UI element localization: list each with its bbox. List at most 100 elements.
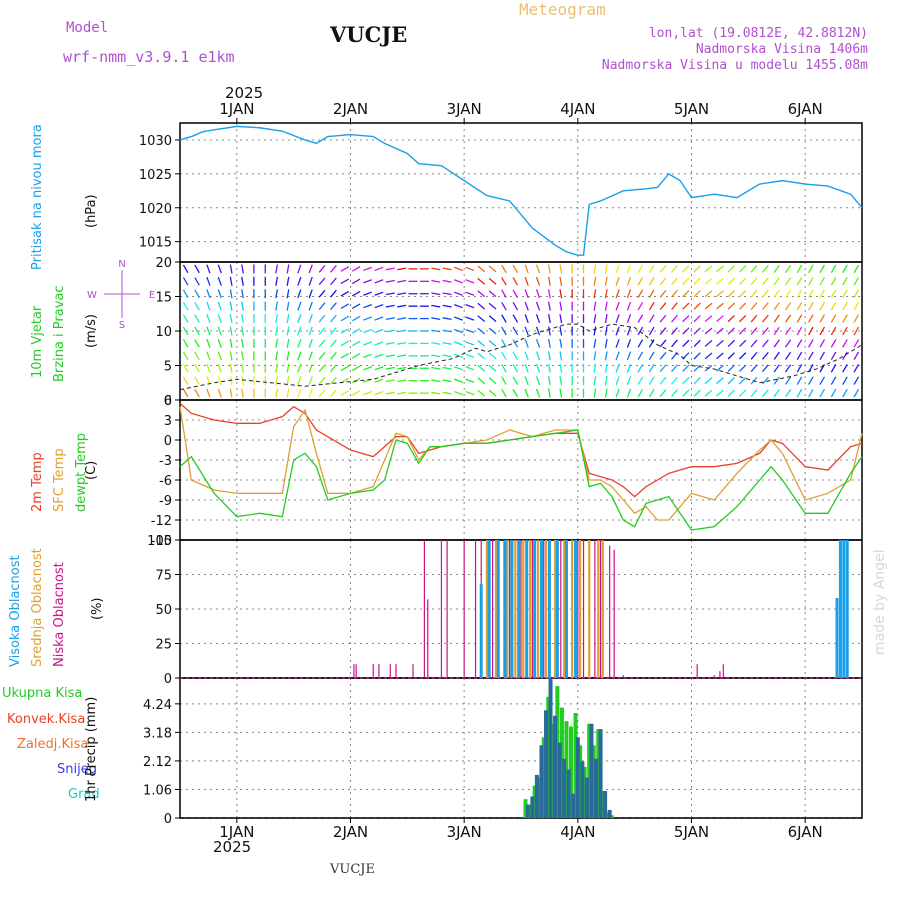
wind-barb: [704, 327, 713, 335]
wind-barb: [397, 304, 407, 308]
wind-barb: [659, 277, 667, 286]
wind-barb: [796, 364, 803, 373]
x-tick-label-top: 6JAN: [788, 100, 823, 118]
wind-barb: [773, 364, 780, 373]
wind-barb: [704, 352, 713, 360]
wind-barb: [559, 314, 563, 324]
wind-barb: [593, 326, 597, 336]
wind-barb: [750, 339, 758, 348]
wind-barb: [442, 391, 452, 395]
wind-barb: [512, 388, 519, 398]
wind-barb: [819, 289, 826, 298]
wind-barb: [637, 326, 644, 336]
wind-barb: [853, 264, 860, 274]
wind-barb: [374, 378, 384, 383]
wind-barb: [182, 277, 189, 286]
x-tick-label-top: 2JAN: [333, 100, 368, 118]
cloud-bar: [722, 664, 724, 678]
temperature-line: [179, 406, 863, 521]
wind-barb: [206, 338, 211, 348]
wind-barb: [750, 265, 758, 273]
wind-barb: [604, 289, 608, 299]
wind-barb: [524, 326, 529, 336]
wind-barb: [761, 376, 769, 385]
wind-barb: [308, 376, 313, 386]
wind-barb: [286, 326, 290, 336]
wind-barb: [363, 341, 373, 346]
precip-bar: [544, 710, 549, 818]
wind-barb: [626, 301, 632, 311]
wind-barb: [217, 351, 222, 361]
wind-barb: [853, 364, 860, 373]
wind-barb: [206, 289, 211, 299]
cloud-bar: [353, 664, 355, 678]
precip-bar: [546, 696, 551, 818]
precip-bar: [523, 799, 528, 818]
cloud-bar: [355, 664, 357, 678]
wind-barb: [442, 366, 452, 370]
y-tick-label: 0: [164, 394, 172, 409]
wind-barb: [785, 351, 792, 360]
wind-barb: [853, 351, 860, 361]
precip-bar: [600, 791, 605, 818]
wind-barb: [206, 351, 211, 361]
wind-barb: [308, 314, 313, 324]
wind-barb: [648, 277, 655, 286]
wind-barb: [682, 389, 690, 397]
precip-bar: [553, 715, 558, 818]
wind-barb: [374, 341, 384, 346]
wind-barb: [524, 388, 529, 398]
wind-barb: [442, 329, 452, 333]
wind-barb: [785, 364, 792, 373]
wind-barb: [739, 290, 747, 298]
wind-barb: [182, 301, 189, 311]
cloud-bar: [539, 540, 543, 678]
compass-label: N: [118, 259, 125, 270]
wind-barb: [704, 340, 713, 347]
wind-barb: [615, 301, 620, 311]
wind-barb: [217, 314, 222, 324]
wind-barb: [206, 388, 211, 398]
wind-barb: [682, 302, 690, 310]
wind-barb: [659, 351, 667, 360]
pressure-line: [179, 125, 863, 256]
wind-barb: [488, 364, 497, 372]
cloud-bar: [531, 540, 533, 678]
cloud-bar: [599, 540, 602, 678]
wind-barb: [241, 338, 244, 348]
wind-barb: [241, 289, 244, 299]
wind-barb: [604, 301, 608, 311]
wind-barb: [796, 277, 803, 286]
model-elevation-info: Nadmorska Visina u modelu 1455.08m: [601, 58, 868, 73]
wind-barb: [593, 289, 597, 299]
wind-barb: [750, 364, 758, 373]
wind-barb: [716, 340, 724, 347]
wind-barb: [374, 328, 384, 334]
wind-barb: [739, 265, 747, 273]
wind-barb: [830, 326, 837, 336]
wind-barb: [853, 376, 860, 385]
wind-barb: [604, 276, 608, 286]
wind-barb: [512, 364, 519, 373]
wind-barb: [648, 314, 655, 323]
wind-barb: [351, 353, 361, 359]
wind-barb: [512, 277, 519, 286]
wind-barb: [206, 314, 211, 324]
wind-barb: [819, 301, 826, 311]
cloud-bar: [509, 540, 511, 678]
wind-barb: [442, 354, 452, 358]
precip-bar: [569, 726, 574, 818]
wind-barb: [308, 351, 313, 361]
wind-barb: [773, 277, 780, 286]
wind-barb: [206, 301, 211, 311]
wind-barb: [351, 365, 361, 372]
x-tick-label-bottom: 2JAN: [333, 823, 368, 841]
wind-barb: [454, 366, 463, 371]
wind-barb: [524, 376, 529, 386]
cloud-bar: [533, 540, 537, 678]
wind-barb: [297, 326, 302, 336]
wind-barb: [637, 339, 644, 348]
wind-barb: [229, 388, 233, 398]
wind-barb: [739, 352, 747, 360]
wind-barb: [442, 292, 452, 296]
